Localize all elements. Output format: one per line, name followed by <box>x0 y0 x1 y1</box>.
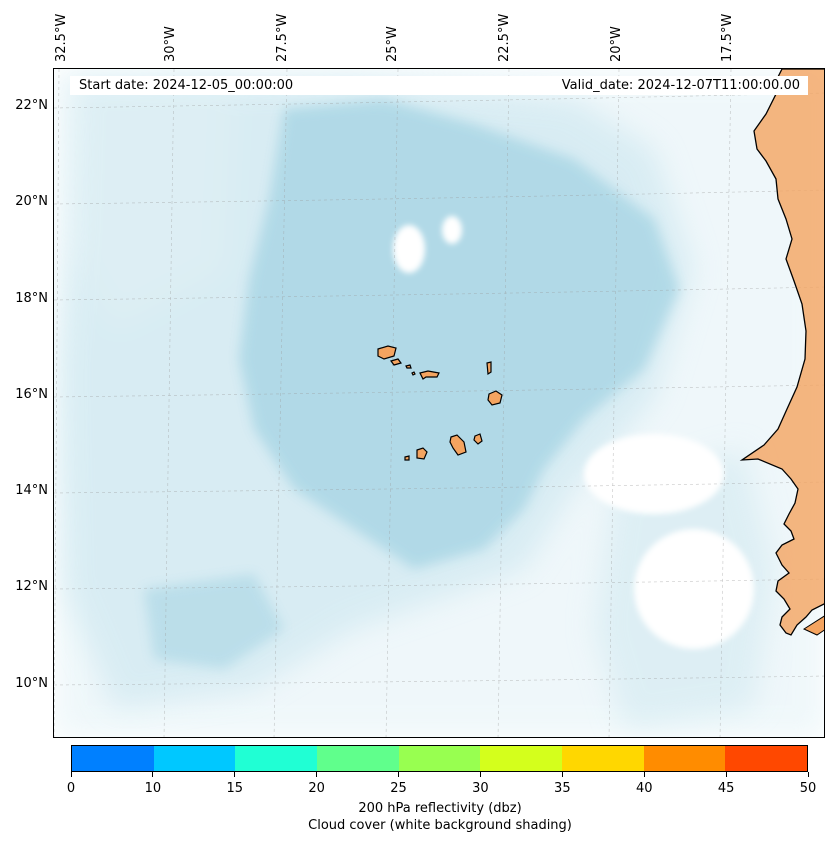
colorbar-segment-5 <box>480 746 563 771</box>
colorbar-tick-label-5: 30 <box>472 781 489 796</box>
colorbar-title: 200 hPa reflectivity (dbz) <box>358 801 522 816</box>
colorbar-tick-2 <box>234 772 236 777</box>
colorbar-segment-7 <box>643 746 726 771</box>
colorbar-tick-1 <box>152 772 154 777</box>
date-banner: Start date: 2024-12-05_00:00:00 Valid_da… <box>70 76 808 95</box>
lat-label-16n: 16°N <box>15 387 48 402</box>
island-fogo <box>416 447 428 460</box>
colorbar-segment-3 <box>317 746 399 771</box>
valid-date-label: Valid_date: 2024-12-07T11:00:00.00 <box>561 78 800 93</box>
cloud-cover-core <box>144 99 679 669</box>
lat-label-22n: 22°N <box>15 98 48 113</box>
colorbar-tick-5 <box>479 772 481 777</box>
africa-landmass <box>739 69 824 636</box>
colorbar-tick-4 <box>398 772 400 777</box>
colorbar-tick-label-4: 25 <box>390 781 407 796</box>
colorbar-tick-0 <box>70 772 72 777</box>
colorbar-segment-1 <box>153 746 236 771</box>
lat-label-14n: 14°N <box>15 483 48 498</box>
island-santo-antao <box>377 345 397 360</box>
clear-pockets <box>393 216 754 649</box>
graticule <box>54 69 824 737</box>
lat-label-10n: 10°N <box>15 676 48 691</box>
island-santiago <box>449 434 467 456</box>
reflectivity-colorbar <box>71 745 808 772</box>
colorbar-tick-label-6: 35 <box>554 781 571 796</box>
colorbar-tick-6 <box>561 772 563 777</box>
colorbar-tick-7 <box>643 772 645 777</box>
colorbar-tick-8 <box>725 772 727 777</box>
island-sao-nicolau <box>419 370 440 380</box>
colorbar-tick-label-3: 20 <box>308 781 325 796</box>
colorbar-subtitle: Cloud cover (white background shading) <box>308 818 572 833</box>
island-maio <box>473 433 483 445</box>
island-brava <box>404 455 410 461</box>
colorbar-tick-3 <box>316 772 318 777</box>
map-canvas <box>54 69 824 737</box>
island-islet <box>411 371 416 376</box>
start-date-label: Start date: 2024-12-05_00:00:00 <box>79 78 294 93</box>
colorbar-tick-label-2: 15 <box>226 781 244 796</box>
cape-verde-islands <box>377 345 503 461</box>
colorbar-tick-label-8: 45 <box>717 781 735 796</box>
lat-label-20n: 20°N <box>15 194 48 209</box>
lat-label-12n: 12°N <box>15 579 48 594</box>
colorbar-tick-label-0: 0 <box>66 781 76 796</box>
island-santa-luzia <box>405 364 412 369</box>
map-panel <box>53 68 825 738</box>
colorbar-tick-9 <box>807 772 809 777</box>
colorbar-segment-4 <box>398 746 481 771</box>
lat-label-18n: 18°N <box>15 291 48 306</box>
island-sal <box>486 361 492 376</box>
colorbar-tick-label-7: 40 <box>635 781 653 796</box>
colorbar-tick-label-9: 50 <box>799 781 817 796</box>
colorbar-segment-8 <box>725 746 808 771</box>
colorbar-segment-6 <box>562 746 644 771</box>
colorbar-tick-label-1: 10 <box>144 781 162 796</box>
colorbar-segment-2 <box>235 746 318 771</box>
colorbar-segment-0 <box>72 746 154 771</box>
island-sao-vicente <box>389 358 403 366</box>
island-boa-vista <box>487 390 503 406</box>
